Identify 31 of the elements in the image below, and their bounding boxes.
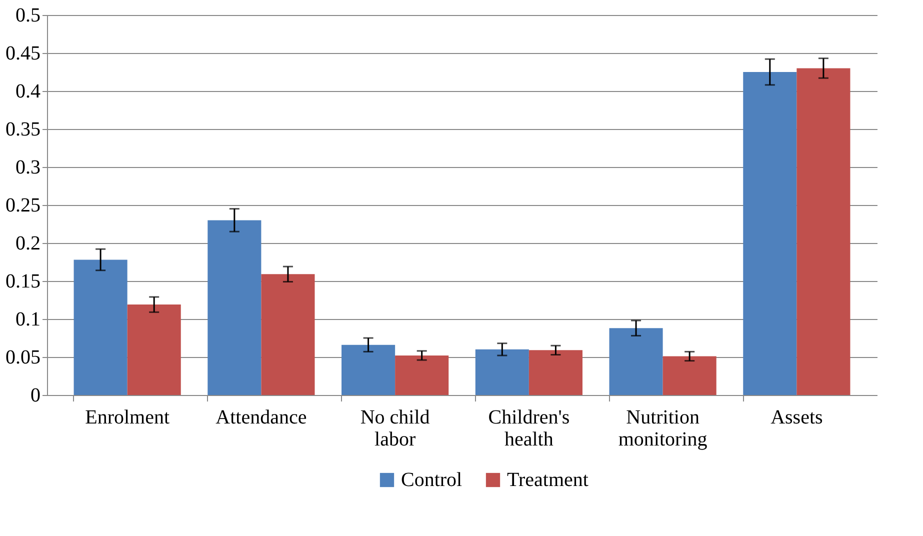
bar [528, 350, 582, 395]
bar [662, 356, 716, 395]
bar [208, 220, 262, 395]
legend-label: Treatment [507, 469, 589, 491]
bar [127, 304, 181, 395]
bar [743, 72, 797, 395]
legend-label: Control [401, 469, 463, 491]
bar [475, 349, 529, 395]
y-tick-label: 0.45 [6, 42, 40, 64]
y-tick-label: 0.5 [16, 4, 40, 26]
bar [261, 274, 315, 395]
x-tick-label: Assets [770, 406, 824, 428]
x-tick-label: Children's health [488, 406, 570, 450]
y-tick-label: 0.1 [16, 308, 40, 330]
bar [395, 355, 449, 395]
x-tick-label: No child labor [360, 406, 430, 450]
y-tick-label: 0.15 [6, 270, 40, 292]
bar [342, 344, 396, 395]
y-tick-label: 0.3 [16, 156, 40, 178]
x-tick-label: Attendance [216, 406, 307, 428]
bar [796, 68, 850, 395]
x-tick-label: Nutrition monitoring [618, 406, 708, 450]
y-tick-label: 0.05 [6, 346, 40, 368]
y-tick-label: 0 [30, 384, 40, 406]
y-tick-label: 0.25 [6, 194, 40, 216]
y-tick-label: 0.2 [16, 232, 40, 254]
y-tick-label: 0.35 [6, 118, 40, 140]
x-tick-label: Enrolment [85, 406, 170, 428]
bar [74, 260, 128, 395]
y-tick-label: 0.4 [16, 80, 40, 102]
bar [609, 328, 663, 395]
